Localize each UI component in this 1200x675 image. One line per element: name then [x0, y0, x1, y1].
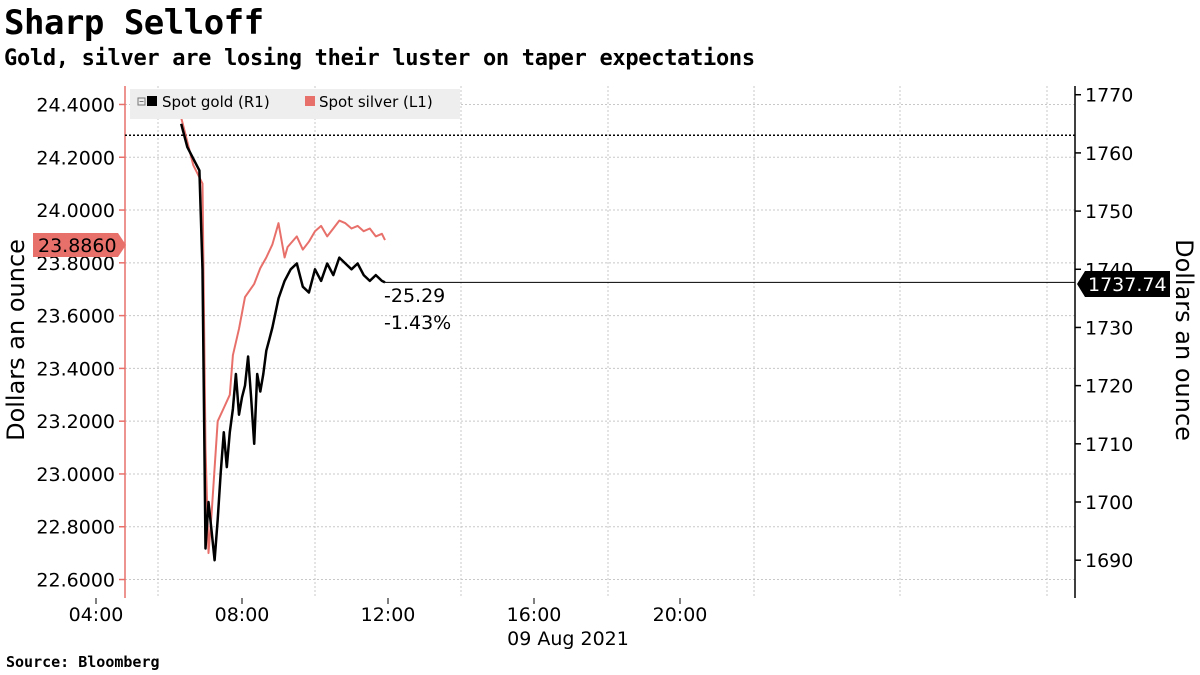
change-pct-annotation: -1.43% [384, 312, 451, 334]
y-tick-label-left: 23.4000 [36, 358, 115, 380]
series-line-silver [180, 117, 386, 555]
title: Sharp Selloff [4, 3, 264, 43]
legend-label-silver: Spot silver (L1) [319, 93, 433, 111]
axes [95, 86, 1081, 604]
x-tick-label: 04:00 [69, 604, 124, 626]
y-tick-label-left: 24.0000 [36, 200, 115, 222]
last-value-left: 23.8860 [33, 233, 126, 257]
y-tick-label-right: 1700 [1085, 492, 1133, 514]
legend-swatch-gold [147, 96, 157, 106]
series-line-gold [179, 123, 386, 562]
y-tick-label-right: 1690 [1085, 550, 1133, 572]
legend-label-gold: Spot gold (R1) [162, 93, 270, 111]
y-tick-label-left: 23.0000 [36, 464, 115, 486]
y-tick-label-right: 1770 [1085, 85, 1133, 107]
x-tick-label: 16:00 [507, 604, 562, 626]
x-axis-date-label: 09 Aug 2021 [507, 628, 629, 650]
x-tick-label: 08:00 [215, 604, 270, 626]
y-axis-label-left: Dollars an ounce [2, 239, 30, 441]
y-tick-label-right: 1760 [1085, 143, 1133, 165]
x-tick-label: 12:00 [361, 604, 416, 626]
y-tick-label-right: 1730 [1085, 317, 1133, 339]
y-tick-label-right: 1720 [1085, 376, 1133, 398]
y-tick-label-left: 24.2000 [36, 147, 115, 169]
grid [125, 86, 1075, 598]
legend: Spot gold (R1) Spot silver (L1) [130, 89, 460, 119]
source: Source: Bloomberg [6, 653, 160, 671]
y-tick-label-right: 1710 [1085, 434, 1133, 456]
tick-labels: 22.6000 22.8000 23.0000 23.2000 23.4000 23.60… [36, 85, 1133, 626]
last-value-right-label: 1737.74 [1088, 274, 1167, 296]
y-tick-label-left: 23.8000 [36, 253, 115, 275]
last-value-left-label: 23.8860 [38, 235, 117, 257]
last-value-right: 1737.74 [1077, 271, 1170, 297]
y-tick-label-left: 24.4000 [36, 94, 115, 116]
legend-swatch-silver [305, 96, 315, 106]
y-tick-label-left: 22.6000 [36, 570, 115, 592]
subtitle: Gold, silver are losing their luster on … [4, 46, 755, 71]
y-tick-label-left: 23.2000 [36, 411, 115, 433]
y-tick-label-left: 23.6000 [36, 306, 115, 328]
x-tick-label: 20:00 [653, 604, 708, 626]
y-tick-label-right: 1750 [1085, 201, 1133, 223]
series-layer [179, 117, 1075, 562]
y-tick-label-left: 22.8000 [36, 517, 115, 539]
y-axis-label-right: Dollars an ounce [1170, 239, 1198, 441]
change-annotation: -25.29 [384, 285, 445, 307]
